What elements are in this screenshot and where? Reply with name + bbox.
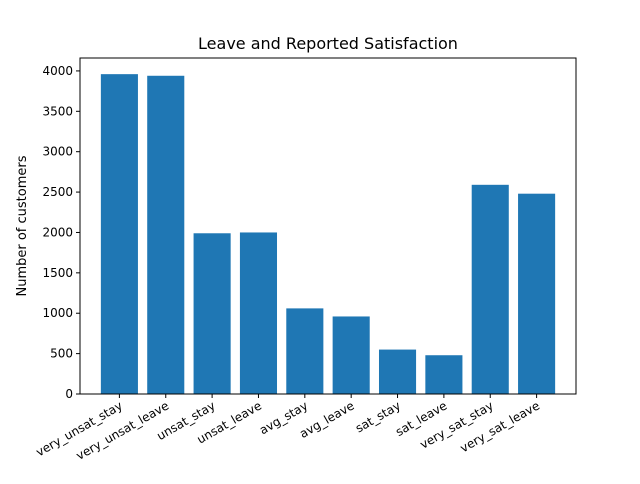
axes-frame <box>79 57 577 395</box>
y-tick-label: 1000 <box>42 306 73 320</box>
bar-avg-leave <box>332 316 370 394</box>
y-tick-label: 1500 <box>42 266 73 280</box>
plot-area: 0 500 1000 1500 2000 2500 3000 3500 4000 very_un… <box>34 57 577 463</box>
y-tick-label: 2500 <box>42 185 73 199</box>
y-tick-label: 0 <box>65 387 73 401</box>
x-tick-label: very_sat_leave <box>458 398 542 455</box>
bars <box>100 74 556 395</box>
bar-very-unsat-stay <box>100 74 138 395</box>
bar-sat-stay <box>378 349 417 394</box>
y-tick-label: 500 <box>50 347 73 361</box>
y-tick-label: 4000 <box>42 64 73 78</box>
y-tick-label: 3000 <box>42 145 73 159</box>
bar-unsat-leave <box>239 232 278 394</box>
bar-unsat-stay <box>193 233 231 394</box>
bar-very-sat-leave <box>518 193 556 394</box>
x-axis-ticks: very_unsat_stayvery_unsat_leaveunsat_sta… <box>34 394 542 463</box>
y-tick-label: 2000 <box>42 225 73 239</box>
y-axis-ticks: 0 500 1000 1500 2000 2500 3000 3500 4000 <box>42 64 80 401</box>
bar-very-sat-stay <box>471 184 509 394</box>
bar-avg-stay <box>286 308 324 394</box>
chart-title: Leave and Reported Satisfaction <box>198 34 458 53</box>
bar-sat-leave <box>425 355 463 394</box>
bar-very-unsat-leave <box>147 75 185 395</box>
y-axis-label: Number of customers <box>15 155 30 296</box>
y-tick-label: 3500 <box>42 104 73 118</box>
